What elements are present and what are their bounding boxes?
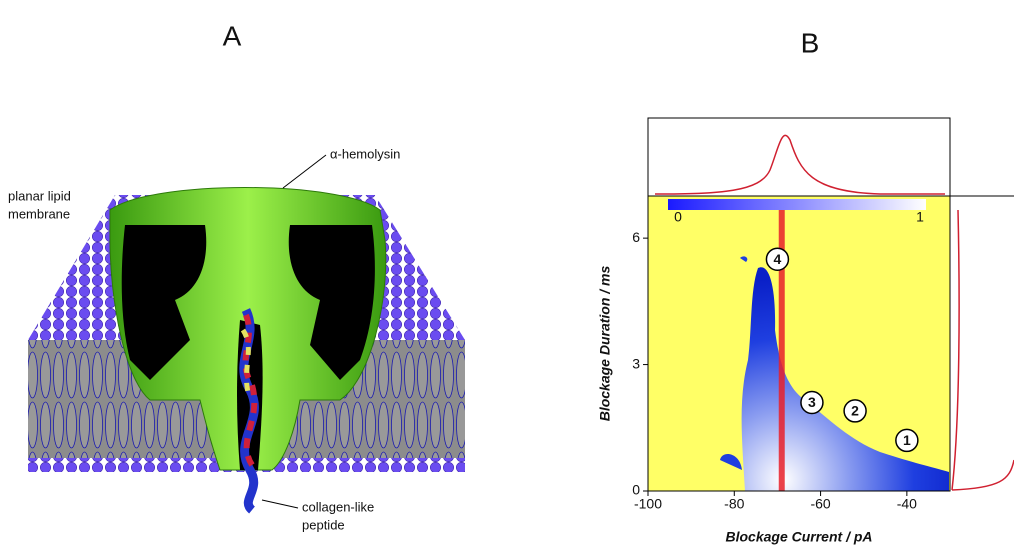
diagram-label: membrane bbox=[8, 206, 70, 221]
annotation-label: 2 bbox=[851, 403, 859, 419]
panel-label: B bbox=[801, 27, 820, 58]
colorbar-tick-label: 1 bbox=[916, 209, 924, 225]
annotation-marker bbox=[895, 428, 919, 453]
y-tick-label: 0 bbox=[632, 482, 640, 498]
annotation-label: 4 bbox=[774, 251, 782, 267]
pore-diagram bbox=[28, 154, 465, 514]
marginal-frame bbox=[647, 117, 951, 197]
marginal-curve bbox=[654, 134, 945, 195]
diagram-label: collagen-like bbox=[302, 499, 374, 514]
y-axis-title: Blockage Duration / ms bbox=[597, 265, 613, 421]
diagram-label: α-hemolysin bbox=[330, 146, 400, 161]
colorbar-tick-label: 0 bbox=[674, 209, 682, 225]
panel-label: A bbox=[223, 20, 242, 51]
annotation-marker bbox=[800, 390, 824, 415]
plot-frame bbox=[647, 195, 951, 492]
density-region bbox=[741, 267, 949, 491]
annotation-marker bbox=[765, 247, 790, 271]
x-axis-title: Blockage Current / pA bbox=[725, 529, 872, 545]
marginal-curve bbox=[951, 209, 1014, 491]
diagram-label: peptide bbox=[302, 517, 345, 532]
y-tick-label: 6 bbox=[632, 229, 640, 245]
colorbar bbox=[668, 199, 926, 210]
annotation-label: 1 bbox=[903, 432, 911, 448]
diagram-label: planar lipid bbox=[8, 188, 71, 203]
x-tick-label: -100 bbox=[634, 496, 662, 512]
x-tick-label: -60 bbox=[810, 496, 830, 512]
annotation-marker bbox=[843, 399, 867, 423]
x-tick-label: -40 bbox=[897, 496, 917, 512]
x-tick-label: -80 bbox=[724, 496, 744, 512]
annotation-label: 3 bbox=[808, 394, 816, 410]
y-tick-label: 3 bbox=[632, 355, 640, 371]
reference-line bbox=[778, 210, 785, 491]
